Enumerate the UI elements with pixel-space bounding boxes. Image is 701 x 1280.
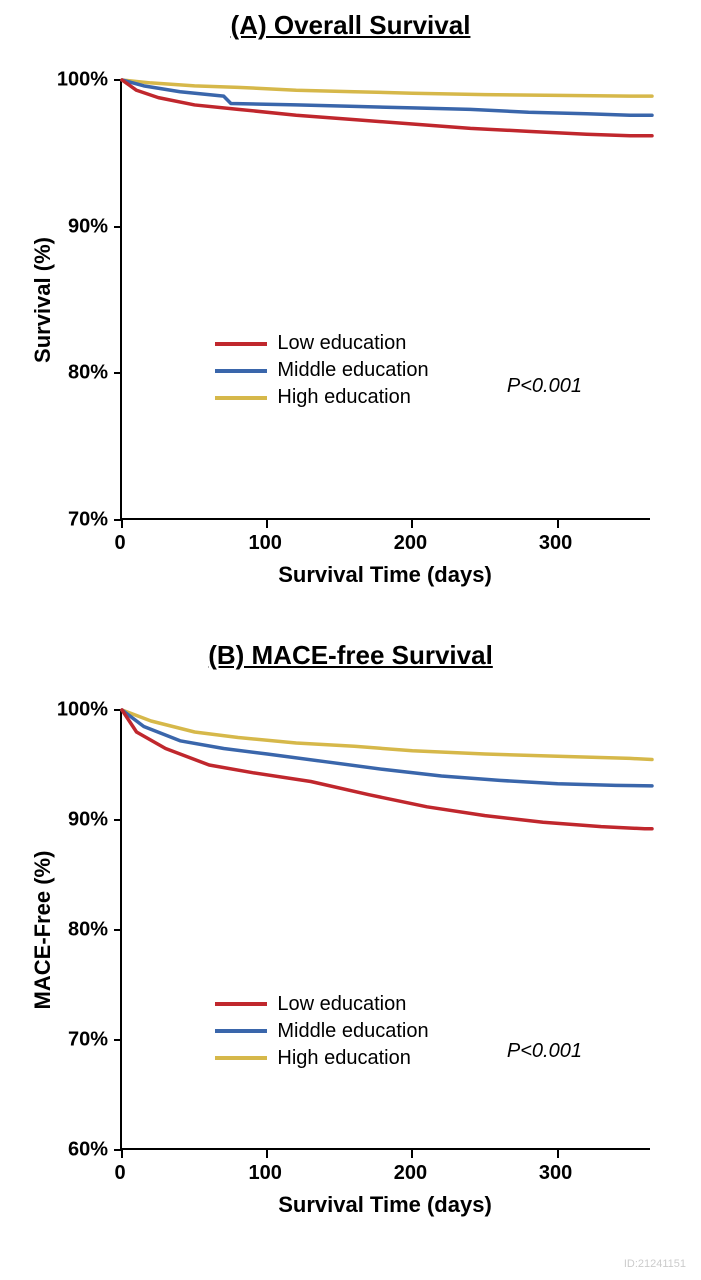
x-tick-mark [557, 520, 559, 528]
plot-area-a [120, 80, 650, 520]
y-axis-label: MACE-Free (%) [30, 851, 56, 1010]
figure-container: (A) Overall Survival 70% 80% 90% 100% 0 100 200… [0, 0, 701, 1280]
plot-area-b [120, 710, 650, 1150]
y-tick-mark [114, 372, 122, 374]
chart-title-b: (B) MACE-free Survival [0, 640, 701, 671]
legend: Low education Middle education High educat… [215, 993, 428, 1074]
x-tick-label: 100 [235, 532, 295, 555]
survival-lines [122, 80, 652, 520]
legend-swatch [215, 1002, 267, 1006]
legend-label: Low education [277, 993, 406, 1016]
legend-swatch [215, 396, 267, 400]
y-tick-label: 80% [38, 362, 108, 385]
survival-lines [122, 710, 652, 1150]
legend-swatch [215, 369, 267, 373]
legend-swatch [215, 1029, 267, 1033]
legend-swatch [215, 1056, 267, 1060]
chart-title-a: (A) Overall Survival [0, 10, 701, 41]
y-tick-label: 100% [38, 699, 108, 722]
y-tick-mark [114, 1039, 122, 1041]
legend-row: Middle education [215, 1020, 428, 1043]
legend-row: High education [215, 1047, 428, 1070]
legend: Low education Middle education High educat… [215, 332, 428, 413]
x-tick-label: 100 [235, 1162, 295, 1185]
x-tick-mark [411, 520, 413, 528]
legend-label: Middle education [277, 359, 428, 382]
legend-label: Low education [277, 332, 406, 355]
p-value: P<0.001 [507, 1040, 582, 1063]
x-tick-label: 0 [90, 532, 150, 555]
y-tick-label: 60% [38, 1139, 108, 1162]
legend-label: High education [277, 1047, 410, 1070]
x-tick-label: 0 [90, 1162, 150, 1185]
y-tick-mark [114, 226, 122, 228]
series-line-0 [122, 710, 652, 760]
legend-row: Low education [215, 993, 428, 1016]
legend-label: High education [277, 386, 410, 409]
y-tick-label: 70% [38, 1029, 108, 1052]
x-tick-mark [411, 1150, 413, 1158]
legend-row: Middle education [215, 359, 428, 382]
x-axis-label: Survival Time (days) [120, 1192, 650, 1218]
y-tick-mark [114, 929, 122, 931]
x-tick-mark [266, 520, 268, 528]
watermark-text: ID:21241151 [624, 1258, 686, 1270]
y-tick-label: 90% [38, 809, 108, 832]
x-tick-label: 300 [526, 532, 586, 555]
x-tick-mark [557, 1150, 559, 1158]
x-axis-label: Survival Time (days) [120, 562, 650, 588]
legend-row: Low education [215, 332, 428, 355]
x-tick-label: 200 [380, 1162, 440, 1185]
x-tick-label: 300 [526, 1162, 586, 1185]
y-tick-label: 70% [38, 509, 108, 532]
x-tick-mark [121, 520, 123, 528]
panel-a: (A) Overall Survival 70% 80% 90% 100% 0 100 200… [0, 0, 701, 620]
p-value: P<0.001 [507, 375, 582, 398]
y-tick-mark [114, 819, 122, 821]
x-tick-mark [266, 1150, 268, 1158]
x-tick-mark [121, 1150, 123, 1158]
y-axis-label: Survival (%) [30, 237, 56, 363]
legend-swatch [215, 342, 267, 346]
y-tick-label: 90% [38, 215, 108, 238]
legend-label: Middle education [277, 1020, 428, 1043]
legend-row: High education [215, 386, 428, 409]
y-tick-label: 100% [38, 69, 108, 92]
panel-b: (B) MACE-free Survival60%70%80%90%100%01… [0, 620, 701, 1260]
x-tick-label: 200 [380, 532, 440, 555]
